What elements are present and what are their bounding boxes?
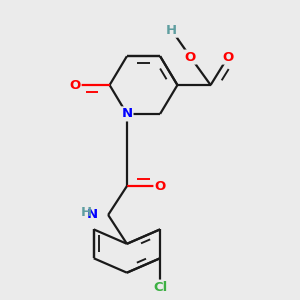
Text: H: H <box>166 24 177 37</box>
Text: O: O <box>185 50 196 64</box>
Text: N: N <box>87 208 98 221</box>
Text: O: O <box>154 180 166 193</box>
Text: O: O <box>222 50 234 64</box>
Text: N: N <box>121 107 133 120</box>
Text: Cl: Cl <box>153 280 167 294</box>
Text: H: H <box>81 206 92 219</box>
Text: O: O <box>69 79 81 92</box>
